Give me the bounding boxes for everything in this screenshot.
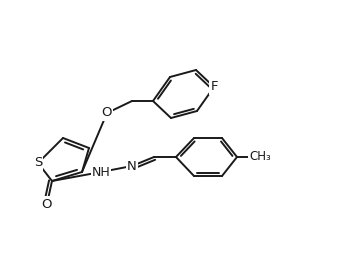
Text: O: O — [42, 198, 52, 211]
Text: CH₃: CH₃ — [249, 151, 271, 164]
Text: NH: NH — [92, 166, 110, 179]
Text: F: F — [210, 81, 218, 93]
Text: S: S — [34, 156, 42, 169]
Text: O: O — [102, 106, 112, 119]
Text: N: N — [127, 160, 137, 172]
